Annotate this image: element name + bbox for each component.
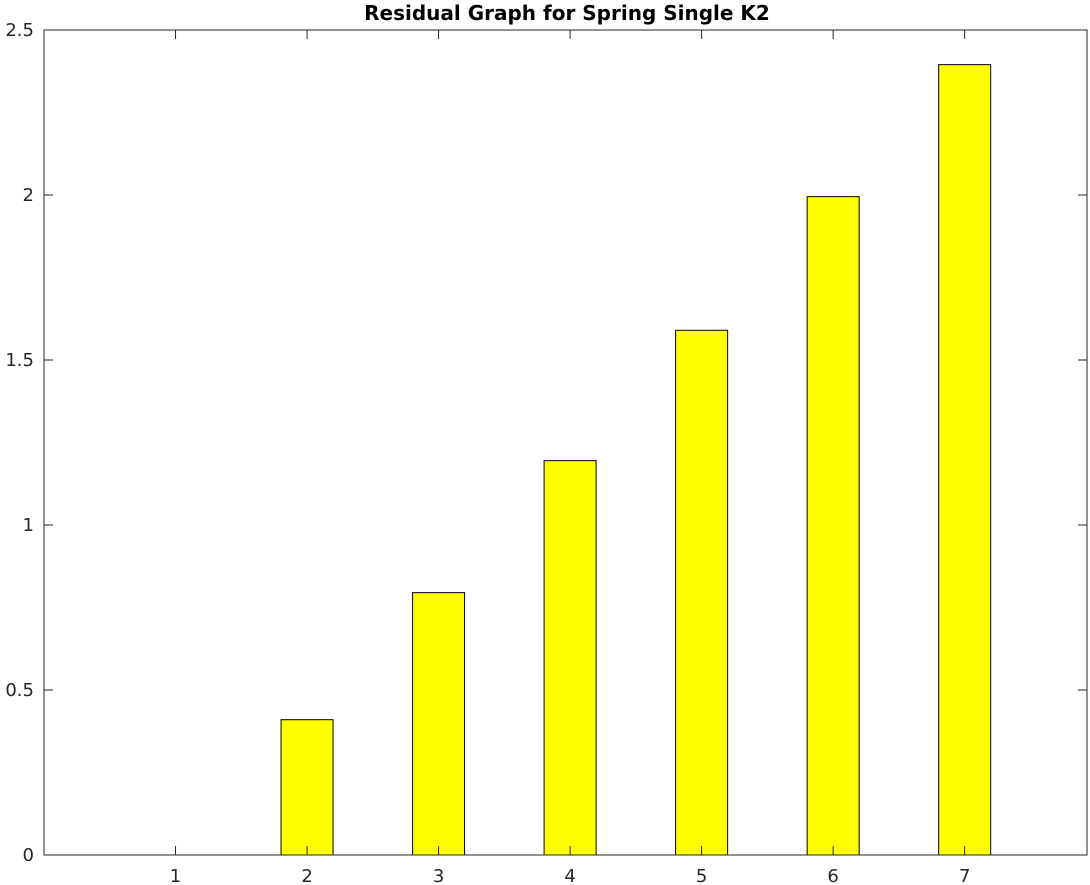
x-tick-label: 7 [959, 866, 970, 885]
bar-7 [938, 64, 992, 856]
bar-2 [280, 719, 334, 856]
x-tick-label: 2 [301, 866, 312, 885]
x-tick-label: 4 [564, 866, 575, 885]
tick-labels-layer: 0 0.5 1 1.5 2 2.5 1 2 3 4 5 6 7 [5, 20, 970, 885]
y-tick-label: 1 [23, 515, 34, 536]
bar-4 [543, 460, 597, 856]
x-tick-label: 5 [696, 866, 707, 885]
bar-3 [412, 592, 466, 856]
y-tick-label: 2.5 [5, 20, 34, 41]
plot-area-box [43, 29, 1088, 856]
y-tick-label: 1.5 [5, 350, 34, 371]
ticks-layer [44, 29, 1087, 856]
bars-layer [280, 64, 992, 856]
x-tick-label: 3 [433, 866, 444, 885]
chart-title: Residual Graph for Spring Single K2 [364, 1, 770, 25]
y-tick-label: 2 [23, 185, 34, 206]
y-tick-label: 0 [23, 845, 34, 866]
bar-6 [806, 196, 860, 856]
bar-5 [675, 329, 729, 856]
y-tick-label: 0.5 [5, 680, 34, 701]
x-tick-label: 1 [170, 866, 181, 885]
x-tick-label: 6 [827, 866, 838, 885]
